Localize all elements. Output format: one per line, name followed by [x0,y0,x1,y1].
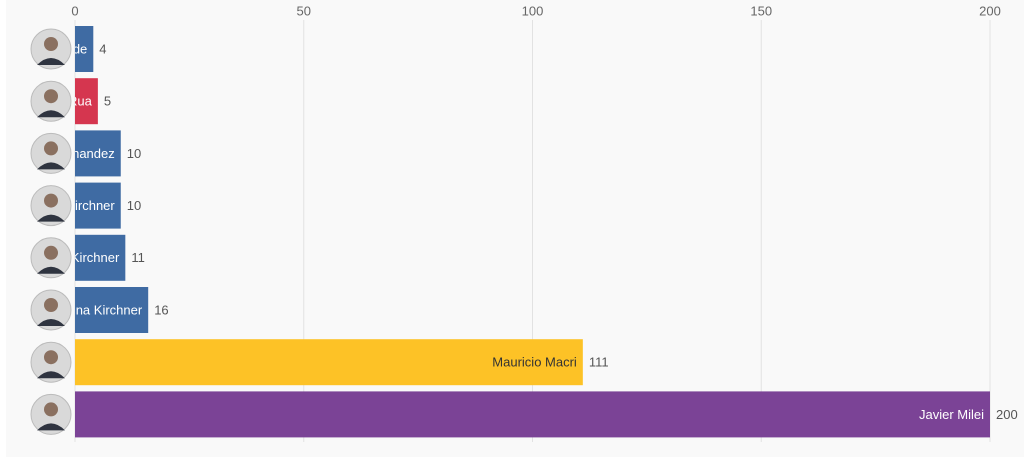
avatar-body [37,371,65,379]
value-label: 10 [127,146,141,161]
bar [75,182,121,229]
avatar-head [44,89,58,104]
avatar-head [44,193,58,208]
avatar-head [44,402,58,417]
value-label: 11 [131,250,145,265]
avatar-body [37,214,65,222]
bar [75,78,98,125]
bar [75,26,94,72]
value-label: 16 [154,302,168,317]
x-tick-label: 50 [297,3,311,18]
avatar-head [44,37,58,51]
bar [75,287,149,333]
bar [75,339,583,386]
bar-label: Kirchner [71,250,120,265]
avatar-body [37,110,65,118]
avatar-head [44,141,58,156]
bar-label: Javier Milei [919,407,984,422]
x-tick-label: 200 [979,3,1001,18]
bar [75,234,126,281]
bar-label: nandez [72,146,115,161]
bar-label: na Kirchner [76,302,143,317]
avatar-body [37,319,65,326]
avatar-head [44,245,58,260]
avatar-body [37,266,65,274]
bar [75,130,121,177]
value-label: 4 [99,41,106,56]
avatar-head [44,350,58,365]
bar-label: irchner [75,198,115,213]
x-tick-label: 100 [522,3,544,18]
value-label: 200 [996,407,1018,422]
value-label: 5 [104,94,111,109]
bar-label: de [73,41,87,56]
avatar-body [37,58,65,65]
bar [75,391,990,438]
value-label: 10 [127,198,141,213]
background [6,0,1024,457]
x-tick-label: 150 [750,3,772,18]
avatar-body [37,162,65,170]
value-label: 111 [589,355,609,370]
bar-label: Rua [68,94,93,109]
bar-label: Mauricio Macri [492,355,577,370]
x-tick-label: 0 [71,3,78,18]
avatar-head [44,298,58,312]
avatar-body [37,423,65,431]
